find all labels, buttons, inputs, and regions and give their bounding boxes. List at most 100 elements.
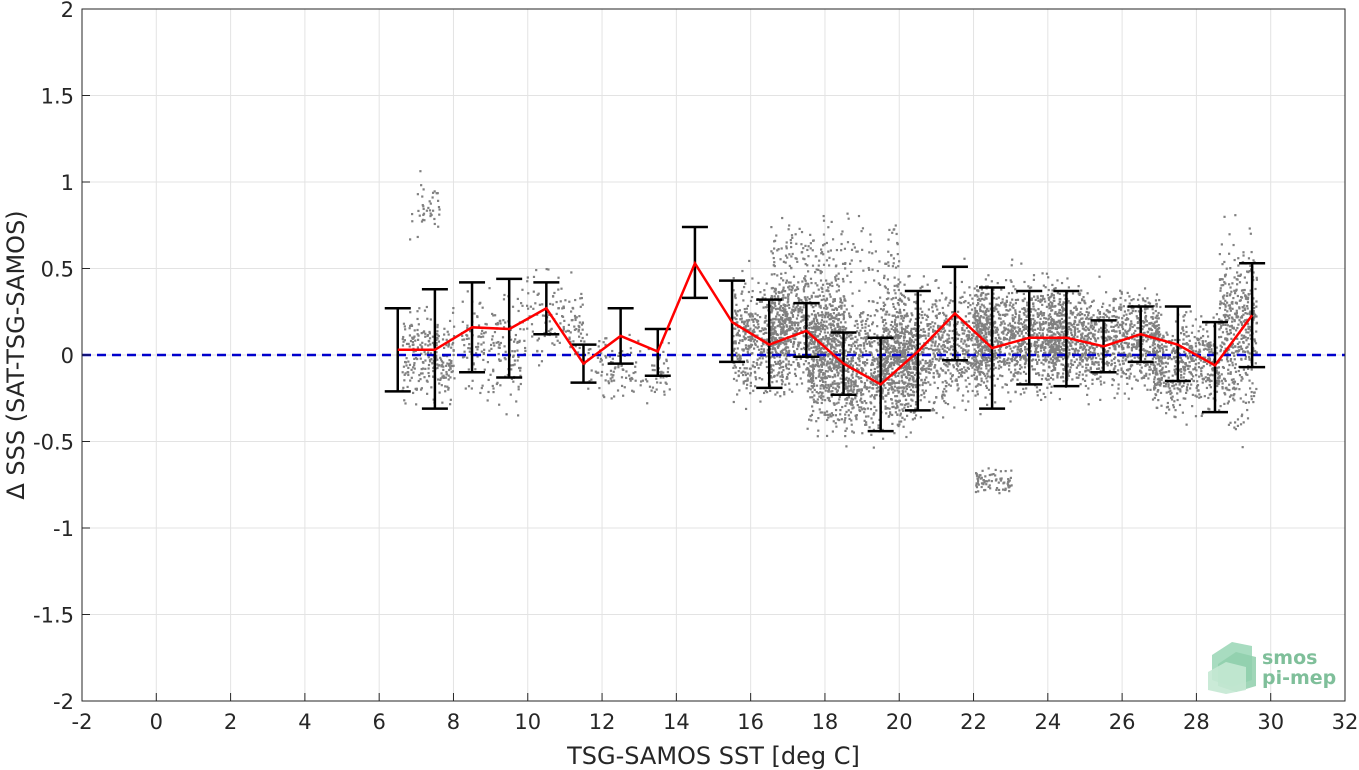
scatter-point — [902, 346, 905, 349]
scatter-point — [1018, 348, 1021, 351]
scatter-point — [940, 395, 944, 398]
scatter-point — [737, 374, 740, 377]
scatter-point — [802, 306, 805, 309]
scatter-point — [480, 386, 483, 390]
scatter-point — [814, 365, 817, 368]
scatter-point — [831, 323, 835, 326]
scatter-point — [756, 334, 759, 337]
scatter-point — [827, 388, 831, 391]
scatter-point — [839, 349, 842, 352]
scatter-point — [578, 326, 581, 329]
scatter-point — [467, 347, 470, 350]
scatter-point — [597, 371, 600, 374]
scatter-point — [848, 315, 852, 319]
scatter-point — [920, 314, 923, 317]
scatter-point — [888, 352, 892, 356]
scatter-point — [492, 368, 495, 371]
scatter-point — [770, 294, 773, 298]
scatter-point — [562, 329, 565, 332]
scatter-point — [818, 359, 821, 362]
scatter-point — [562, 327, 565, 331]
scatter-point — [1011, 357, 1014, 361]
scatter-point — [746, 347, 749, 351]
scatter-point — [784, 271, 787, 275]
scatter-point — [912, 383, 915, 386]
scatter-point — [885, 326, 888, 330]
scatter-point — [910, 375, 913, 378]
scatter-point — [604, 343, 607, 346]
scatter-point — [896, 406, 899, 409]
scatter-point — [478, 335, 481, 338]
scatter-point — [894, 349, 898, 352]
scatter-point — [1030, 359, 1034, 362]
scatter-point — [802, 314, 805, 317]
scatter-point — [742, 335, 745, 338]
scatter-point — [914, 338, 917, 341]
scatter-point — [982, 337, 986, 340]
scatter-point — [812, 309, 816, 313]
scatter-point — [899, 367, 902, 370]
scatter-point — [821, 376, 824, 379]
scatter-point — [914, 293, 917, 296]
scatter-point — [823, 372, 826, 375]
scatter-point — [756, 320, 759, 324]
scatter-point — [799, 341, 802, 344]
scatter-point — [779, 305, 782, 308]
scatter-point — [775, 355, 779, 358]
scatter-point — [573, 325, 576, 328]
scatter-point — [883, 376, 886, 379]
scatter-point — [859, 343, 862, 347]
scatter-point — [998, 359, 1001, 363]
scatter-point — [810, 381, 814, 384]
scatter-point — [851, 398, 855, 401]
scatter-point — [974, 355, 977, 359]
scatter-point — [817, 392, 820, 395]
scatter-point — [512, 354, 515, 357]
scatter-point — [840, 337, 844, 340]
scatter-point — [503, 293, 506, 297]
scatter-point — [819, 330, 822, 333]
scatter-point — [837, 401, 840, 404]
scatter-point — [798, 365, 801, 368]
scatter-point — [873, 405, 876, 408]
scatter-point — [898, 420, 901, 423]
scatter-point — [885, 412, 888, 415]
scatter-point — [859, 399, 862, 402]
scatter-point — [470, 387, 473, 390]
scatter-point — [812, 367, 815, 370]
scatter-point — [796, 347, 799, 351]
scatter-point — [969, 294, 972, 297]
scatter-point — [735, 333, 739, 336]
scatter-point — [510, 364, 513, 367]
scatter-point — [867, 415, 870, 418]
scatter-point — [831, 345, 834, 348]
scatter-point — [628, 377, 632, 380]
scatter-point — [886, 407, 889, 410]
scatter-point — [766, 324, 769, 327]
scatter-point — [961, 328, 964, 332]
scatter-point — [849, 334, 852, 337]
scatter-point — [842, 280, 845, 283]
scatter-point — [976, 322, 980, 325]
scatter-point — [943, 346, 946, 349]
scatter-point — [797, 345, 800, 348]
scatter-point — [909, 318, 912, 321]
scatter-point — [979, 383, 982, 387]
scatter-point — [828, 323, 831, 326]
scatter-point — [771, 325, 774, 328]
scatter-point — [883, 384, 886, 387]
scatter-point — [854, 414, 857, 417]
scatter-point — [886, 335, 889, 338]
scatter-point — [846, 274, 849, 277]
scatter-point — [837, 318, 840, 322]
scatter-point — [1044, 322, 1047, 325]
scatter-point — [820, 394, 823, 397]
scatter-point — [895, 371, 898, 374]
scatter-point — [912, 327, 915, 331]
scatter-point — [860, 397, 863, 400]
scatter-point — [436, 199, 440, 202]
scatter-point — [861, 351, 864, 354]
scatter-point — [481, 329, 484, 332]
scatter-point — [1062, 372, 1065, 375]
scatter-point — [820, 311, 824, 314]
